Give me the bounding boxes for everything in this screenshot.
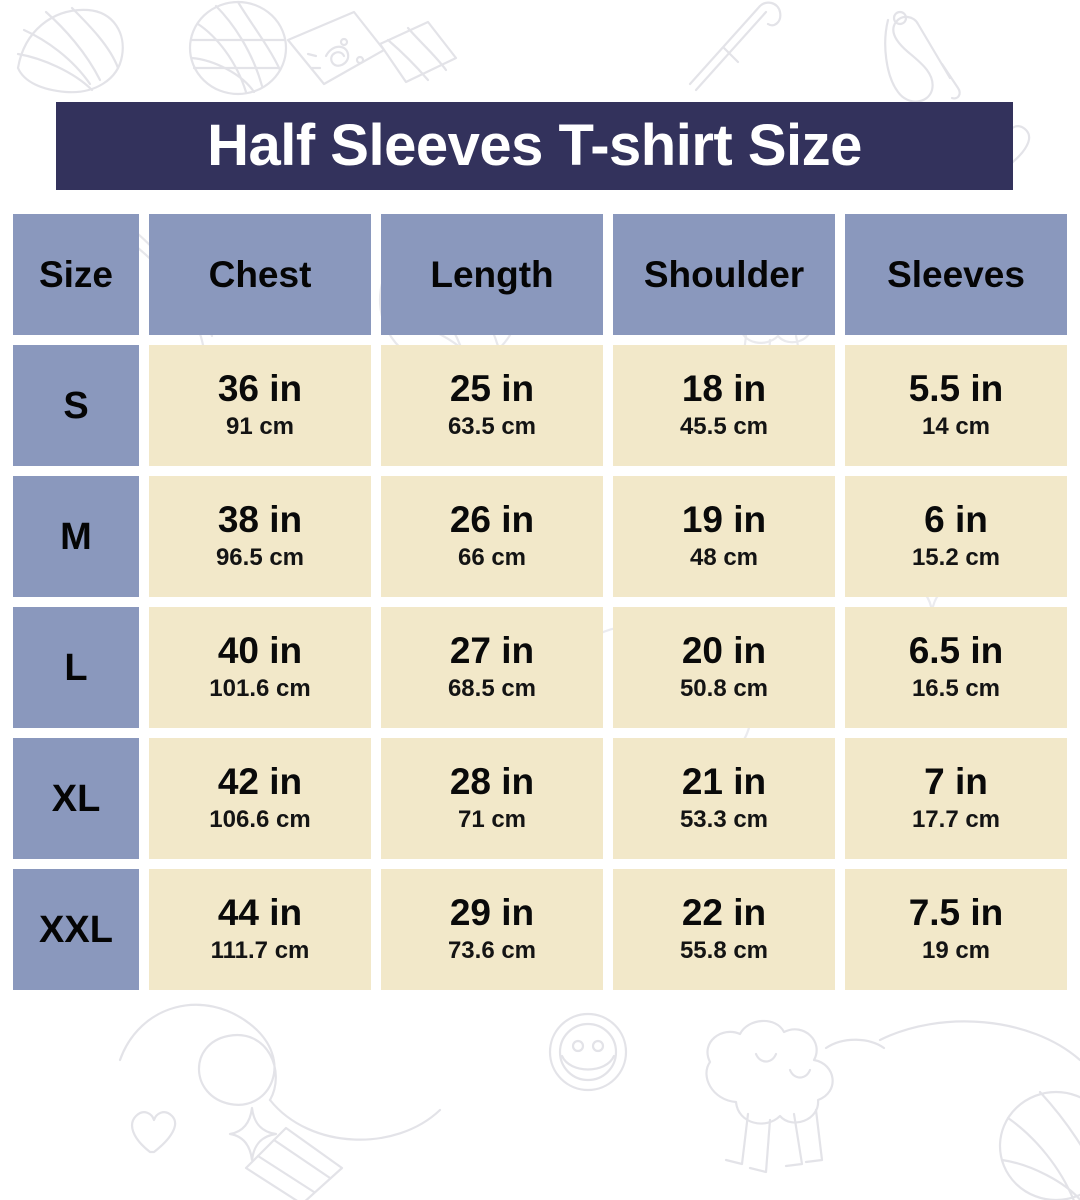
size-label: L: [64, 646, 88, 689]
table-row: XXL 44 in 111.7 cm 29 in 73.6 cm 22 in 5…: [13, 869, 1067, 990]
value-centimeters: 73.6 cm: [447, 937, 537, 965]
length-cell: 26 in 66 cm: [381, 476, 603, 597]
value-centimeters: 48 cm: [689, 544, 759, 572]
value-centimeters: 91 cm: [225, 413, 295, 441]
value-inches: 6.5 in: [908, 630, 1004, 672]
value-inches: 28 in: [449, 761, 535, 803]
title-banner: Half Sleeves T-shirt Size: [56, 102, 1013, 190]
value-inches: 5.5 in: [908, 368, 1004, 410]
length-cell: 29 in 73.6 cm: [381, 869, 603, 990]
value-inches: 7.5 in: [908, 892, 1004, 934]
size-chart-table: Size Chest Length Shoulder Sleeves S 36 …: [13, 214, 1067, 1000]
value-inches: 26 in: [449, 499, 535, 541]
length-cell: 28 in 71 cm: [381, 738, 603, 859]
column-header-length: Length: [381, 214, 603, 335]
shoulder-cell: 18 in 45.5 cm: [613, 345, 835, 466]
value-centimeters: 17.7 cm: [911, 806, 1001, 834]
column-header-label: Shoulder: [643, 254, 805, 295]
value-inches: 7 in: [924, 761, 988, 803]
size-label: XXL: [39, 908, 113, 951]
table-row: XL 42 in 106.6 cm 28 in 71 cm 21 in 53.3…: [13, 738, 1067, 859]
sleeves-cell: 7 in 17.7 cm: [845, 738, 1067, 859]
value-centimeters: 19 cm: [921, 937, 991, 965]
table-row: L 40 in 101.6 cm 27 in 68.5 cm 20 in 50.…: [13, 607, 1067, 728]
page-title: Half Sleeves T-shirt Size: [207, 113, 862, 178]
length-cell: 27 in 68.5 cm: [381, 607, 603, 728]
sleeves-cell: 6.5 in 16.5 cm: [845, 607, 1067, 728]
table-row: S 36 in 91 cm 25 in 63.5 cm 18 in 45.5 c…: [13, 345, 1067, 466]
value-centimeters: 111.7 cm: [210, 937, 310, 965]
column-header-size: Size: [13, 214, 139, 335]
shoulder-cell: 19 in 48 cm: [613, 476, 835, 597]
value-centimeters: 68.5 cm: [447, 675, 537, 703]
value-centimeters: 66 cm: [457, 544, 527, 572]
value-inches: 42 in: [217, 761, 303, 803]
value-inches: 29 in: [449, 892, 535, 934]
value-centimeters: 71 cm: [457, 806, 527, 834]
value-inches: 22 in: [681, 892, 767, 934]
chest-cell: 42 in 106.6 cm: [149, 738, 371, 859]
size-cell: XXL: [13, 869, 139, 990]
value-centimeters: 15.2 cm: [911, 544, 1001, 572]
value-centimeters: 45.5 cm: [679, 413, 769, 441]
size-label: M: [60, 515, 92, 558]
value-inches: 19 in: [681, 499, 767, 541]
value-inches: 38 in: [217, 499, 303, 541]
sleeves-cell: 5.5 in 14 cm: [845, 345, 1067, 466]
length-cell: 25 in 63.5 cm: [381, 345, 603, 466]
shoulder-cell: 22 in 55.8 cm: [613, 869, 835, 990]
column-header-shoulder: Shoulder: [613, 214, 835, 335]
value-centimeters: 53.3 cm: [679, 806, 769, 834]
size-cell: L: [13, 607, 139, 728]
chest-cell: 36 in 91 cm: [149, 345, 371, 466]
size-cell: XL: [13, 738, 139, 859]
chest-cell: 44 in 111.7 cm: [149, 869, 371, 990]
value-inches: 21 in: [681, 761, 767, 803]
value-centimeters: 96.5 cm: [215, 544, 305, 572]
value-centimeters: 16.5 cm: [911, 675, 1001, 703]
column-header-label: Sleeves: [887, 254, 1025, 295]
value-centimeters: 101.6 cm: [209, 675, 311, 703]
value-inches: 20 in: [681, 630, 767, 672]
value-inches: 18 in: [681, 368, 767, 410]
chest-cell: 40 in 101.6 cm: [149, 607, 371, 728]
sleeves-cell: 7.5 in 19 cm: [845, 869, 1067, 990]
shoulder-cell: 21 in 53.3 cm: [613, 738, 835, 859]
value-inches: 40 in: [217, 630, 303, 672]
value-centimeters: 50.8 cm: [679, 675, 769, 703]
value-inches: 6 in: [924, 499, 988, 541]
size-label: S: [63, 384, 89, 427]
table-header-row: Size Chest Length Shoulder Sleeves: [13, 214, 1067, 335]
value-centimeters: 55.8 cm: [679, 937, 769, 965]
size-label: XL: [51, 777, 101, 820]
column-header-label: Size: [38, 254, 114, 295]
size-cell: S: [13, 345, 139, 466]
value-centimeters: 14 cm: [921, 413, 991, 441]
chest-cell: 38 in 96.5 cm: [149, 476, 371, 597]
column-header-sleeves: Sleeves: [845, 214, 1067, 335]
value-inches: 44 in: [217, 892, 303, 934]
value-centimeters: 63.5 cm: [447, 413, 537, 441]
size-cell: M: [13, 476, 139, 597]
value-inches: 36 in: [217, 368, 303, 410]
value-inches: 25 in: [449, 368, 535, 410]
column-header-chest: Chest: [149, 214, 371, 335]
value-centimeters: 106.6 cm: [209, 806, 311, 834]
sleeves-cell: 6 in 15.2 cm: [845, 476, 1067, 597]
column-header-label: Chest: [208, 254, 312, 295]
shoulder-cell: 20 in 50.8 cm: [613, 607, 835, 728]
column-header-label: Length: [430, 254, 554, 295]
table-row: M 38 in 96.5 cm 26 in 66 cm 19 in 48 cm …: [13, 476, 1067, 597]
value-inches: 27 in: [449, 630, 535, 672]
